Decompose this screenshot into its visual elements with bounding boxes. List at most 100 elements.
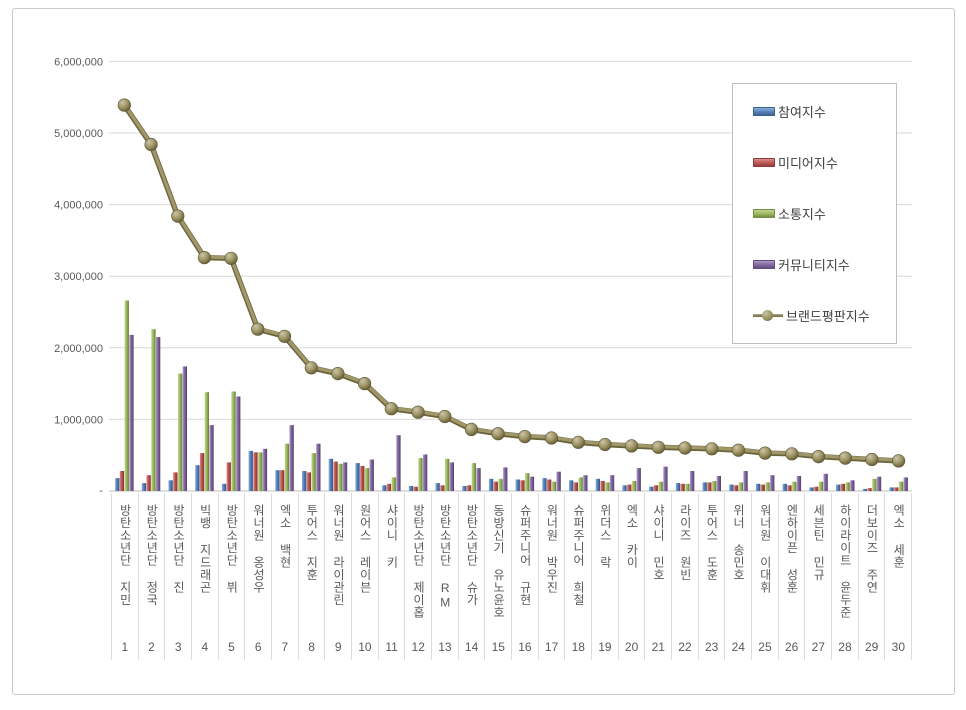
bar-series2-rank29: [867, 488, 872, 491]
bar-series3-rank15: [498, 478, 503, 491]
line-marker-rank23: [705, 442, 719, 456]
rank-label: 2: [148, 640, 155, 654]
bar-series3-rank8: [311, 453, 316, 491]
bar-series4-rank1: [129, 334, 134, 491]
bar-series4-rank4: [209, 425, 214, 491]
line-marker-rank17: [544, 431, 559, 445]
bar-series3-rank11: [391, 477, 396, 491]
bar-series4-rank13: [449, 462, 454, 491]
rank-label: 29: [864, 640, 879, 654]
legend: 참여지수 미디어지수 소통지수 커뮤니티지수 브랜드평판지수: [732, 83, 897, 344]
category-column: 샤이니 민호 21: [645, 493, 673, 660]
bar-series3-rank19: [605, 482, 610, 491]
bar-series4-rank16: [529, 476, 535, 491]
rank-label: 21: [651, 640, 665, 654]
bar-series1-rank13: [435, 483, 440, 491]
category-column: 투어스 지훈 8: [299, 493, 326, 660]
line-marker-rank4: [197, 251, 211, 265]
rank-label: 9: [334, 640, 342, 654]
category-axis: 방탄소년단 지민 1 방탄소년단 정국 2 방탄소년단 진 3 빅뱅 지드래곤 4 방탄소년단 …: [111, 493, 913, 660]
category-column: 방탄소년단 제이홉 12: [405, 493, 433, 660]
bar-series1-rank18: [569, 480, 574, 491]
bar-series2-rank5: [226, 462, 231, 491]
bar-series3-rank23: [712, 481, 717, 491]
rank-label: 20: [624, 640, 639, 654]
y-axis-label: 4,000,000: [54, 200, 103, 212]
category-column: 샤이니 키 11: [379, 493, 406, 660]
bar-series3-rank10: [364, 468, 370, 491]
bar-series4-rank14: [476, 468, 481, 491]
category-label: 투어스 도훈: [705, 504, 718, 581]
bar-series4-rank19: [609, 475, 615, 491]
bar-series3-rank24: [738, 482, 743, 491]
rank-label: 19: [598, 640, 612, 654]
rank-label: 18: [571, 640, 585, 654]
line-marker-rank1: [117, 98, 131, 112]
bar-series1-rank30: [889, 487, 894, 491]
category-label: 방탄소년단 지민: [118, 504, 132, 606]
bar-series1-rank9: [328, 458, 333, 491]
category-label: 방탄소년단 진: [171, 504, 185, 594]
bar-series1-rank14: [462, 486, 467, 491]
bar-series3-rank7: [284, 443, 290, 491]
bar-series4-rank2: [156, 337, 161, 491]
line-marker-rank16: [518, 430, 532, 444]
category-label: 엑소 백현: [278, 504, 292, 569]
bar-series2-rank23: [707, 482, 712, 491]
category-label: 방탄소년단 슈가: [465, 504, 478, 606]
bar-series1-rank24: [729, 484, 734, 491]
bar-series2-rank30: [894, 487, 899, 491]
category-label: 엑소 세훈: [892, 504, 905, 569]
bar-series3-rank29: [872, 478, 877, 491]
category-column: 슈퍼주니어 규현 16: [512, 493, 539, 660]
line-marker-rank20: [624, 439, 639, 453]
bar-series2-rank6: [253, 452, 258, 491]
line-marker-swatch-icon: [753, 309, 783, 322]
line-marker-rank27: [811, 450, 826, 464]
rank-label: 30: [891, 640, 905, 654]
bar-series3-rank21: [658, 481, 663, 491]
rank-label: 16: [518, 640, 532, 654]
bar-series2-rank16: [520, 480, 525, 491]
category-column: 방탄소년단 정국 2: [139, 493, 166, 660]
category-label: 하이라이트 윤두준: [838, 504, 852, 619]
y-axis-label: 6,000,000: [54, 56, 103, 68]
category-column: 빅뱅 지드래곤 4: [192, 493, 219, 660]
bar-series1-rank12: [408, 486, 414, 491]
line-marker-rank22: [678, 441, 692, 455]
line-marker-rank21: [651, 440, 666, 454]
bar-series4-rank24: [743, 471, 748, 491]
bar-series2-rank4: [199, 453, 205, 491]
rank-label: 15: [491, 640, 505, 654]
bar-series1-rank16: [515, 479, 520, 491]
line-marker-rank28: [838, 451, 852, 465]
rank-label: 13: [438, 640, 452, 654]
bar-series4-rank22: [690, 471, 695, 491]
legend-item-media-index: 미디어지수: [753, 137, 896, 188]
category-column: 워너원 박우진 17: [539, 493, 566, 660]
bar-series3-rank6: [258, 452, 263, 491]
category-label: 투어스 지훈: [305, 504, 318, 581]
category-column: 하이라이트 윤두준 28: [832, 493, 859, 660]
legend-item-communication-index: 소통지수: [753, 188, 896, 239]
bar-series2-rank14: [466, 485, 472, 491]
y-axis-label: 1,000,000: [54, 414, 103, 426]
category-label: 위너 송민호: [731, 504, 745, 581]
bar-series2-rank17: [547, 479, 552, 491]
bar-series3-rank4: [204, 392, 209, 491]
bar-series3-rank18: [578, 477, 583, 491]
category-column: 엑소 백현 7: [272, 493, 299, 660]
bar-series2-rank8: [306, 472, 311, 491]
bar-series4-rank15: [503, 467, 508, 491]
bar-series2-rank10: [360, 465, 365, 491]
bar-series2-rank24: [733, 485, 739, 491]
line-marker-rank6: [251, 322, 265, 336]
category-column: 워너원 옹성우 6: [245, 493, 273, 660]
line-marker-rank26: [785, 447, 799, 461]
category-column: 엑소 카이 20: [619, 493, 646, 660]
category-column: 위너 송민호 24: [725, 493, 753, 660]
bar-series2-rank13: [440, 485, 445, 491]
rank-label: 7: [281, 640, 289, 654]
category-label: 라이즈 원빈: [678, 504, 692, 581]
